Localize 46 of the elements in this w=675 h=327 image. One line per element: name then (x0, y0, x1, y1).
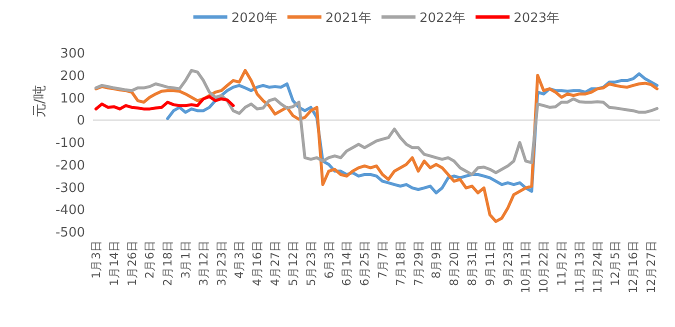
x-tick-label: 12月16日 (626, 240, 640, 294)
x-tick-label: 7月7日 (375, 240, 390, 279)
legend-label: 2022年 (420, 11, 466, 26)
x-tick-label: 8月9日 (429, 240, 444, 279)
x-tick-label: 5月23日 (304, 240, 318, 286)
x-tick-label: 3月12日 (196, 240, 210, 286)
x-tick-label: 1月14日 (106, 240, 121, 286)
x-tick-label: 6月25日 (358, 240, 372, 286)
x-tick-label: 4月16日 (250, 240, 264, 286)
legend-label: 2020年 (231, 11, 278, 26)
y-tick-label: 300 (60, 46, 85, 62)
y-axis-title: 元/吨 (32, 84, 48, 118)
y-tick-label: -400 (55, 203, 85, 218)
x-tick-label: 11月2日 (554, 240, 569, 286)
x-tick-label: 8月31日 (464, 240, 479, 286)
x-tick-label: 7月29日 (411, 240, 426, 286)
y-tick-label: -200 (55, 158, 85, 174)
x-tick-label: 11月24日 (590, 240, 604, 294)
x-tick-label: 6月3日 (322, 240, 336, 279)
legend-label: 2023年 (514, 11, 560, 26)
x-tick-label: 5月12日 (286, 240, 300, 286)
x-tick-label: 3月1日 (178, 240, 193, 279)
x-tick-label: 2月18日 (160, 240, 175, 286)
x-tick-label: 11月13日 (572, 240, 586, 294)
legend-label: 2021年 (325, 11, 372, 26)
x-tick-label: 4月27日 (268, 240, 282, 286)
y-tick-label: -500 (55, 226, 85, 240)
x-tick-label: 9月23日 (500, 240, 515, 286)
x-tick-label: 10月22日 (536, 240, 551, 294)
x-tick-label: 1月3日 (88, 240, 103, 279)
x-tick-label: 6月14日 (340, 240, 354, 286)
y-tick-label: 100 (60, 91, 85, 106)
y-tick-label: 0 (76, 114, 85, 129)
x-tick-label: 4月3日 (232, 240, 246, 279)
x-tick-label: 1月26日 (124, 240, 139, 286)
x-tick-label: 9月11日 (482, 240, 497, 286)
x-tick-label: 12月5日 (608, 240, 622, 286)
x-tick-label: 2月6日 (142, 240, 157, 279)
y-tick-label: -300 (55, 180, 85, 196)
x-tick-label: 10月11日 (518, 240, 533, 294)
x-tick-label: 12月27日 (644, 240, 658, 294)
x-tick-label: 3月23日 (214, 240, 228, 286)
x-tick-label: 7月18日 (393, 240, 408, 286)
x-tick-label: 8月20日 (447, 240, 462, 286)
y-tick-label: -100 (55, 136, 85, 151)
y-tick-label: 200 (60, 68, 85, 84)
